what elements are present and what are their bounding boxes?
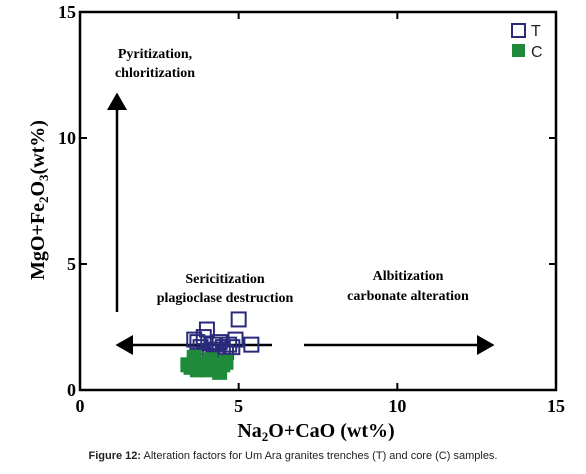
y-axis-label-subscript-1: 2 [36, 197, 51, 204]
plot-frame [78, 10, 558, 392]
y-axis-label-part-1: MgO+Fe [27, 203, 49, 280]
point-t-13 [230, 311, 247, 328]
x-tick-label: 5 [234, 396, 243, 416]
x-axis-label-part-1: Na [237, 420, 261, 442]
y-tick-label: 10 [58, 128, 76, 148]
point-t-19 [224, 339, 241, 356]
legend-label-t: T [531, 23, 541, 40]
x-axis-ticks: 0 5 10 15 [76, 12, 565, 416]
point-c-12 [186, 349, 202, 365]
x-tick-label: 15 [547, 396, 565, 416]
y-tick-label: 15 [58, 2, 76, 22]
annotation-chloritization: chloritization [115, 66, 195, 81]
series-c-points [180, 349, 234, 380]
legend-label-c: C [531, 44, 543, 61]
figure-caption: Figure 12: Alteration factors for Um Ara… [0, 450, 586, 462]
annotation-albitization: Albitization [373, 269, 444, 284]
y-axis-label: MgO+Fe2O3(wt%) [27, 120, 51, 280]
x-axis-label-part-2: O+CaO (wt%) [268, 420, 394, 442]
y-tick-label: 5 [67, 254, 76, 274]
caption-text: Alteration factors for Um Ara granites t… [141, 450, 498, 462]
legend: T C [511, 23, 543, 61]
chart: 0 5 10 15 0 5 10 15 Pyritization, chloritizati… [27, 2, 565, 444]
point-t-5 [198, 321, 215, 338]
annotation-carbonate: carbonate alteration [347, 289, 469, 304]
annotation-plagioclase: plagioclase destruction [157, 291, 294, 306]
point-c-11 [218, 354, 234, 370]
x-tick-label: 10 [388, 396, 406, 416]
annotation-pyritization: Pyritization, [118, 47, 192, 62]
y-axis-label-part-3: (wt%) [27, 120, 49, 174]
y-tick-label: 0 [67, 380, 76, 400]
x-axis-label-subscript: 2 [262, 429, 269, 444]
caption-label: Figure 12: [88, 450, 142, 462]
x-axis-label: Na2O+CaO (wt%) [237, 420, 394, 444]
point-t-14 [243, 336, 260, 353]
legend-marker-t [511, 23, 526, 38]
y-axis-ticks: 0 5 10 15 [58, 2, 556, 400]
y-axis-label-part-2: O [27, 181, 49, 197]
annotation-sericitization: Sericitization [185, 272, 265, 287]
x-tick-label: 0 [76, 396, 85, 416]
legend-marker-c [512, 44, 525, 57]
y-axis-label-subscript-2: 3 [36, 174, 51, 181]
